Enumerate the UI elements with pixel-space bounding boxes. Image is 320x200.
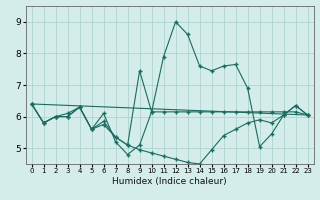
- X-axis label: Humidex (Indice chaleur): Humidex (Indice chaleur): [112, 177, 227, 186]
